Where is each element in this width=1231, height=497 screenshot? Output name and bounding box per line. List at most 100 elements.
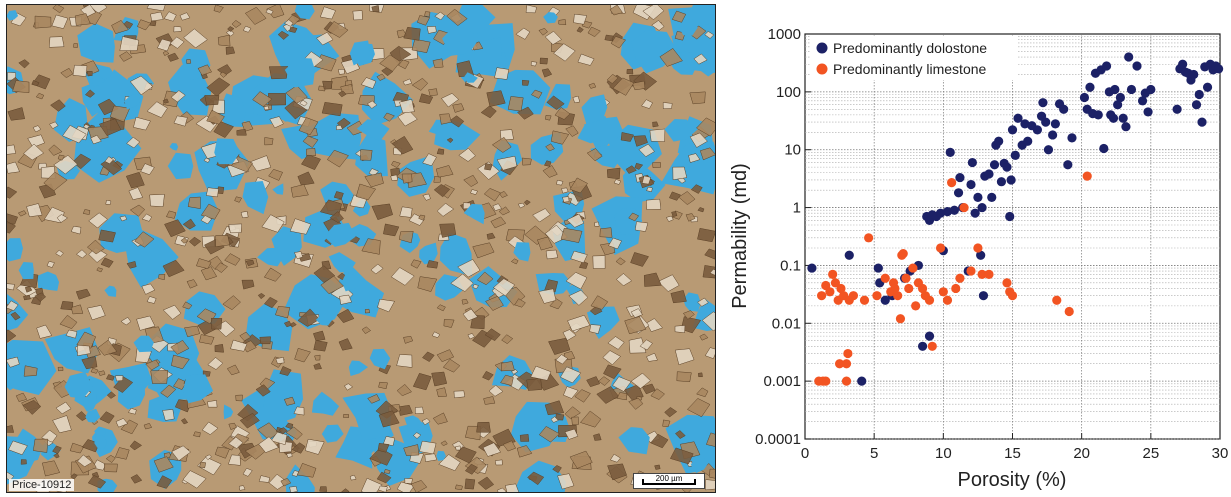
dolomite-crystal — [146, 101, 168, 118]
dolomite-crystal — [607, 336, 625, 350]
dolomite-crystal — [210, 317, 223, 330]
dolomite-crystal — [193, 431, 201, 438]
data-point-limestone — [821, 376, 831, 386]
dolomite-crystal — [46, 261, 55, 268]
dolomite-crystal — [630, 308, 643, 318]
dolomite-crystal — [672, 166, 688, 181]
dolomite-crystal — [201, 421, 219, 435]
dolomite-crystal — [106, 391, 117, 399]
dolomite-crystal — [510, 258, 519, 265]
dolomite-crystal — [289, 486, 298, 492]
dolomite-crystal — [105, 374, 115, 381]
dolomite-crystal — [594, 221, 600, 227]
pore-space — [577, 116, 613, 144]
dolomite-crystal — [697, 207, 705, 213]
dolomite-crystal — [436, 148, 445, 155]
dolomite-crystal — [554, 106, 571, 120]
dolomite-crystal — [259, 336, 271, 345]
data-point-dolostone — [1067, 133, 1077, 143]
legend-label-dolostone: Predominantly dolostone — [833, 40, 987, 56]
data-point-dolostone — [935, 208, 946, 218]
data-point-limestone — [880, 273, 890, 283]
dolomite-crystal — [456, 60, 475, 78]
data-point-limestone — [927, 341, 937, 351]
scale-bar: 200 µm — [633, 473, 705, 489]
pore-space — [356, 119, 390, 141]
dolomite-crystal — [24, 286, 33, 293]
dolomite-crystal — [542, 165, 558, 178]
dolomite-crystal — [7, 329, 17, 343]
dolomite-crystal — [261, 214, 285, 233]
data-point-limestone — [959, 202, 969, 213]
dolomite-crystal — [646, 186, 653, 193]
dolomite-crystal — [12, 80, 30, 93]
dolomite-crystal — [33, 438, 49, 453]
dolomite-crystal — [562, 329, 577, 341]
dolomite-crystal — [436, 349, 455, 363]
dolomite-crystal — [228, 454, 241, 466]
data-point-dolostone — [1007, 125, 1018, 135]
dolomite-crystal — [55, 249, 64, 257]
dolomite-crystal — [213, 121, 234, 138]
dolomite-crystal — [592, 255, 606, 269]
dolomite-crystal — [96, 267, 103, 273]
dolomite-crystal — [187, 196, 201, 209]
dolomite-crystal — [73, 43, 78, 48]
dolomite-crystal — [265, 8, 274, 15]
dolomite-crystal — [412, 372, 432, 391]
dolomite-crystal — [322, 80, 333, 90]
dolomite-crystal — [544, 114, 552, 121]
dolomite-crystal — [453, 390, 466, 399]
dolomite-crystal — [70, 304, 84, 315]
dolomite-crystal — [53, 154, 78, 175]
dolomite-crystal — [367, 394, 381, 404]
dolomite-crystal — [649, 128, 666, 142]
dolomite-crystal — [77, 344, 91, 357]
dolomite-crystal — [115, 447, 130, 460]
dolomite-crystal — [398, 59, 410, 70]
pore-space — [257, 247, 284, 267]
y-tick-label: 1000 — [768, 26, 801, 43]
data-point-dolostone — [1020, 119, 1030, 129]
dolomite-crystal — [55, 401, 72, 415]
data-point-dolostone — [977, 202, 987, 213]
dolomite-crystal — [470, 189, 478, 195]
dolomite-crystal — [641, 99, 653, 109]
dolomite-crystal — [464, 463, 478, 475]
dolomite-crystal — [514, 298, 526, 308]
dolomite-crystal — [450, 273, 474, 292]
dolomite-crystal — [32, 125, 42, 133]
dolomite-crystal — [396, 383, 412, 397]
dolomite-crystal — [62, 124, 87, 144]
dolomite-crystal — [396, 481, 415, 492]
grid-lines — [805, 34, 1220, 440]
porosity-permeability-chart: 0 5 10 15 20 25 30 0.0001 0.001 0.01 0.1 1 10 100 1000… — [729, 26, 1228, 491]
dolomite-crystal — [126, 136, 141, 149]
dolomite-crystal — [701, 311, 715, 332]
dolomite-crystal — [500, 374, 514, 386]
data-point-limestone — [895, 314, 906, 324]
dolomite-crystal — [56, 214, 68, 223]
dolomite-crystal — [150, 11, 164, 22]
dolomite-crystal — [305, 147, 316, 157]
dolomite-crystal — [552, 465, 562, 474]
dolomite-crystal — [565, 125, 579, 137]
dolomite-crystal — [283, 320, 292, 328]
data-point-dolostone — [1023, 136, 1033, 146]
dolomite-crystal — [482, 370, 494, 381]
dolomite-crystal — [164, 219, 186, 238]
dolomite-crystal — [538, 288, 557, 304]
dolomite-crystal — [472, 283, 479, 290]
dolomite-crystal — [199, 461, 207, 469]
dolomite-crystal — [383, 112, 395, 122]
pore-space — [348, 360, 368, 376]
dolomite-crystal — [162, 98, 169, 104]
data-point-dolostone — [994, 136, 1004, 146]
dolomite-crystal — [80, 5, 97, 17]
dolomite-crystal — [34, 292, 47, 302]
data-point-dolostone — [973, 192, 983, 202]
dolomite-crystal — [70, 473, 78, 480]
dolomite-crystal — [120, 419, 139, 435]
dolomite-crystal — [472, 242, 495, 259]
dolomite-crystal — [291, 442, 306, 454]
